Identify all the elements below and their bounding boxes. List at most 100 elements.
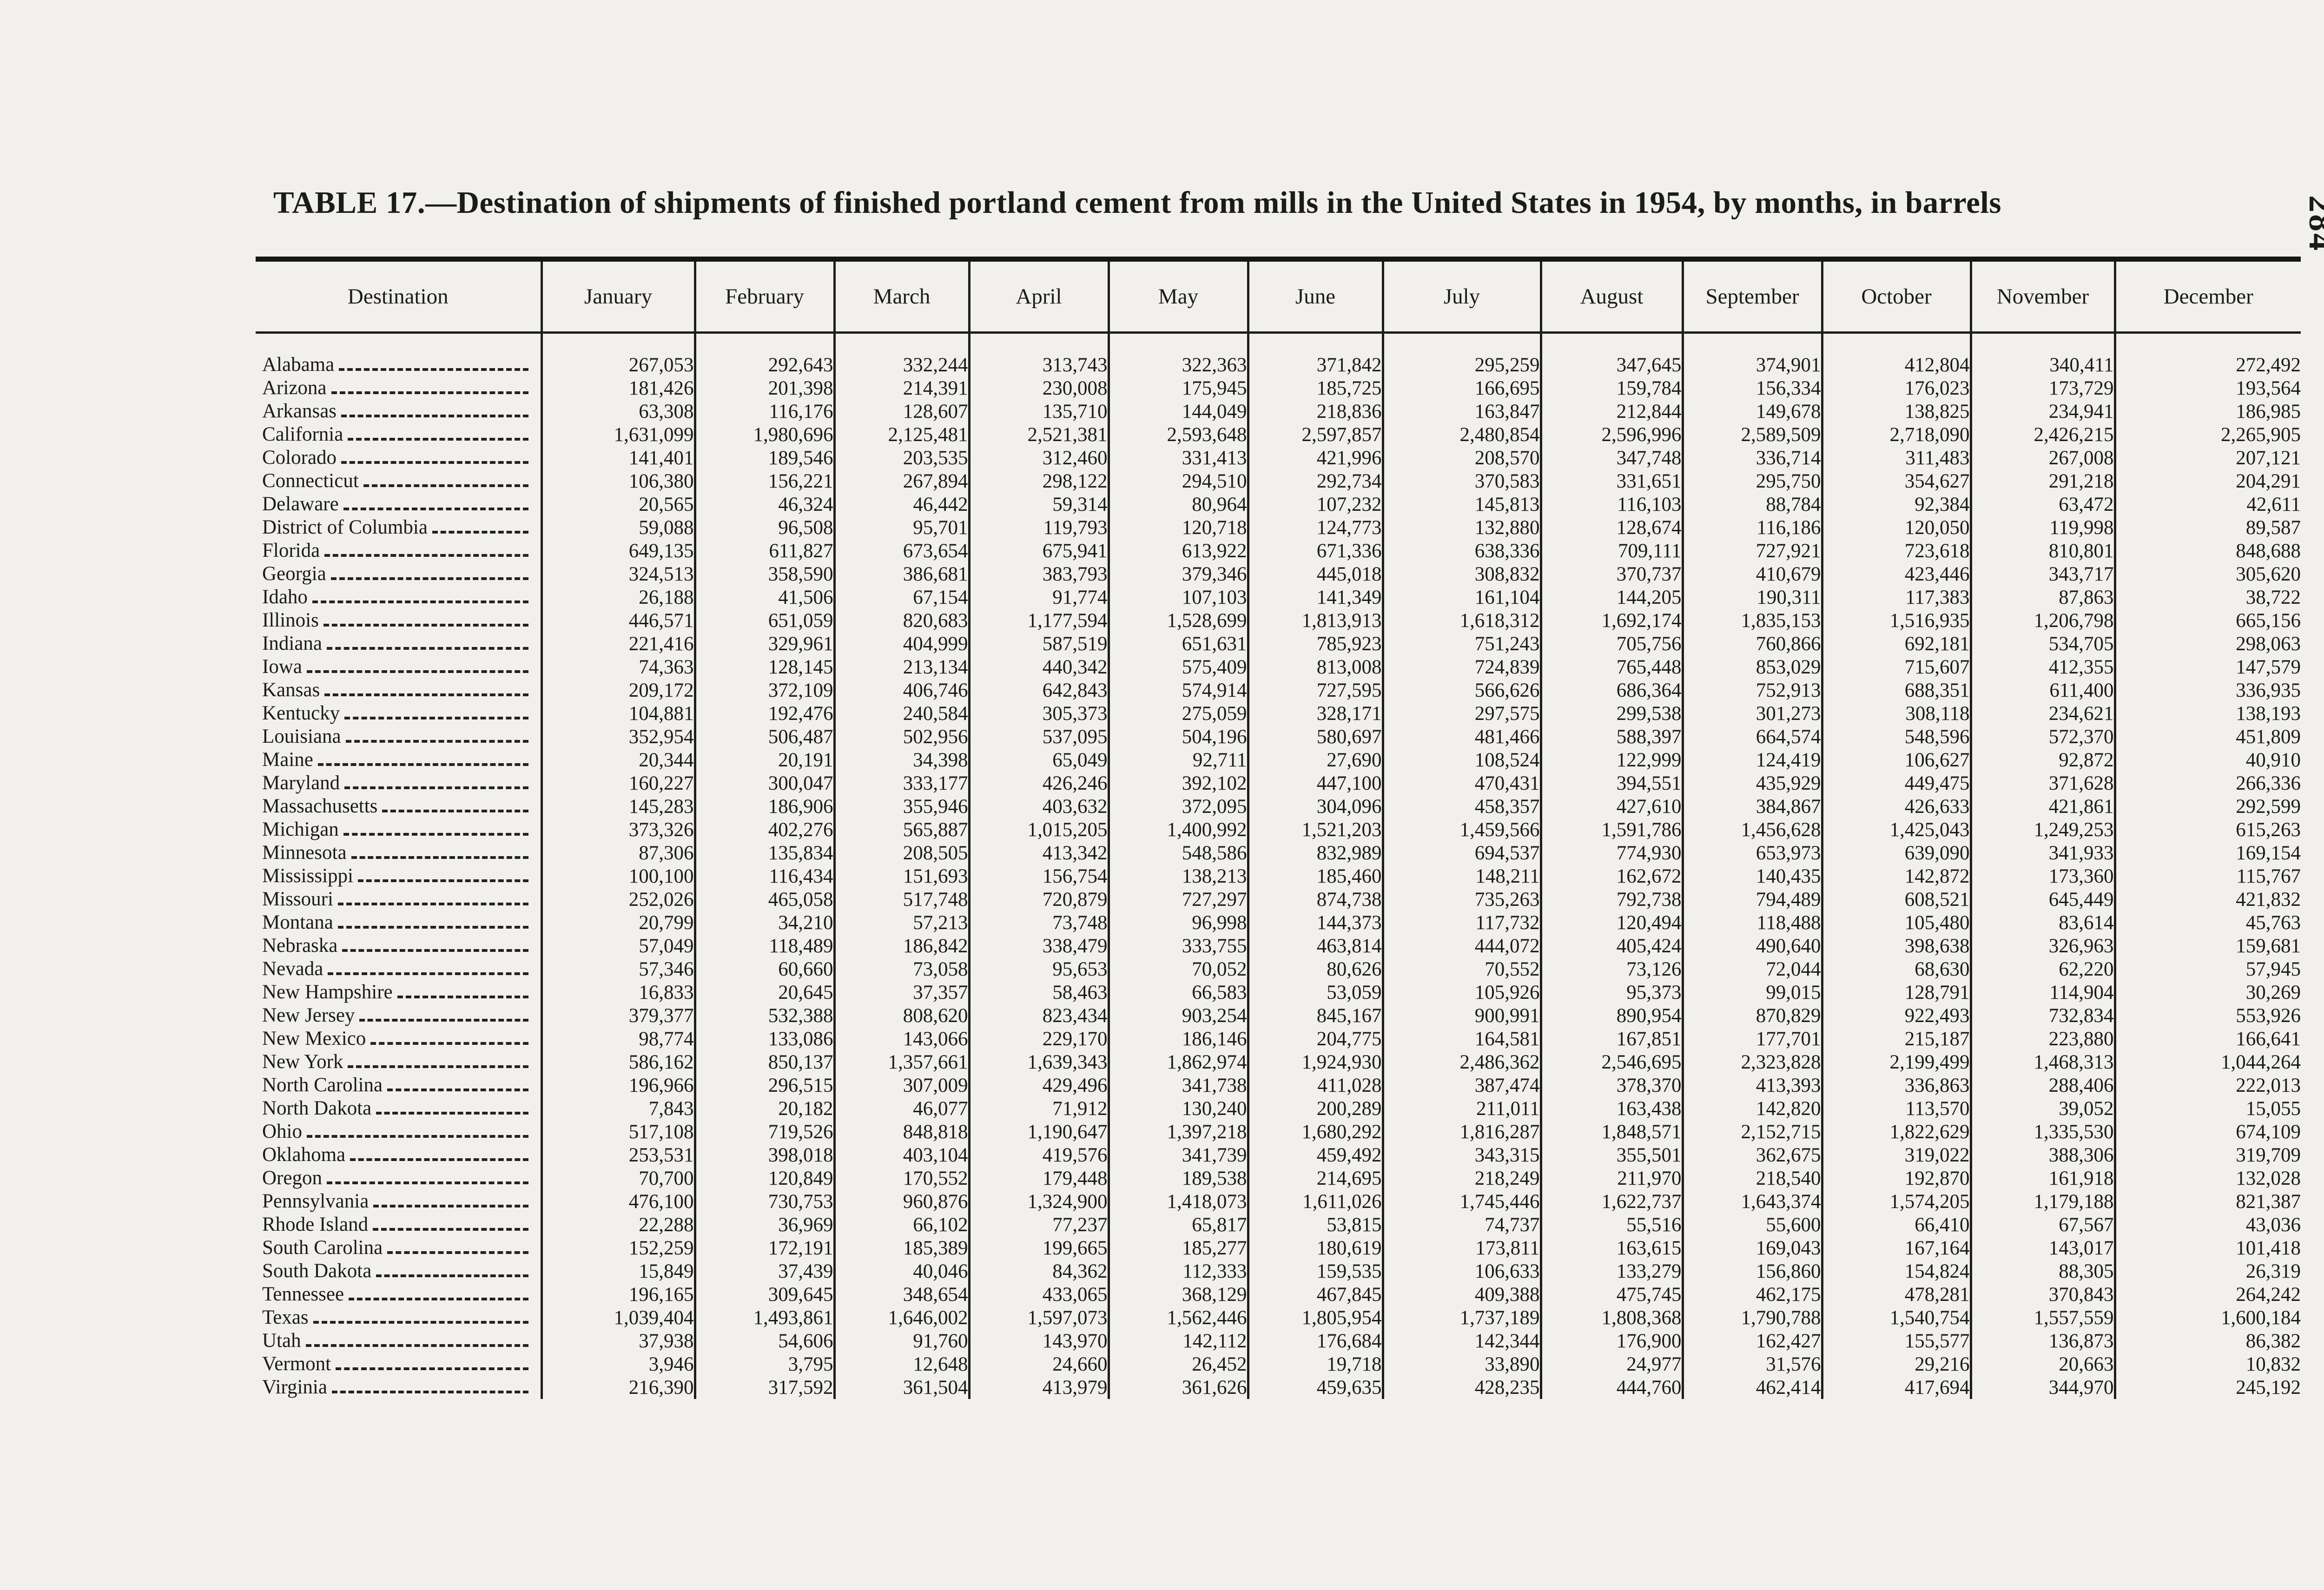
dotted-leader (370, 1042, 528, 1045)
state-name: Ohio (262, 1121, 302, 1142)
value-cell: 189,538 (1109, 1167, 1249, 1190)
value-cell: 354,627 (1822, 469, 1972, 493)
destination-cell: New Jersey (256, 1004, 543, 1027)
value-cell: 774,930 (1541, 841, 1684, 864)
value-cell: 575,409 (1109, 655, 1249, 679)
value-cell: 709,111 (1541, 539, 1684, 562)
value-cell: 502,956 (834, 725, 971, 748)
value-cell: 167,164 (1822, 1236, 1972, 1260)
dotted-leader (350, 1158, 528, 1161)
value-cell: 122,999 (1541, 748, 1684, 772)
page-number: 284 (2302, 195, 2324, 252)
value-cell: 199,665 (969, 1236, 1110, 1260)
value-cell: 151,693 (834, 864, 971, 888)
value-cell: 409,388 (1383, 1283, 1542, 1306)
destination-cell: Colorado (256, 446, 543, 469)
value-cell: 297,575 (1383, 702, 1542, 725)
value-cell: 960,876 (834, 1190, 971, 1213)
value-cell: 213,134 (834, 655, 971, 679)
state-name: New Jersey (262, 1004, 355, 1026)
value-cell: 475,745 (1541, 1283, 1684, 1306)
value-cell: 135,710 (969, 400, 1110, 423)
value-cell: 36,969 (695, 1213, 836, 1236)
value-cell: 196,165 (541, 1283, 696, 1306)
value-cell: 152,259 (541, 1236, 696, 1260)
value-cell: 355,501 (1541, 1143, 1684, 1167)
value-cell: 204,291 (2236, 470, 2301, 492)
dotted-leader (330, 577, 528, 580)
value-cell: 1,044,264 (2221, 1051, 2301, 1073)
destination-cell: Alabama (256, 332, 543, 376)
value-cell: 343,717 (1971, 562, 2116, 586)
value-cell: 336,714 (1683, 446, 1823, 469)
value-cell: 106,633 (1383, 1260, 1542, 1283)
state-name: Arkansas (262, 400, 337, 422)
value-cell: 70,052 (1109, 957, 1249, 981)
value-cell: 143,066 (834, 1027, 971, 1050)
destination-cell: Oklahoma (256, 1143, 543, 1167)
value-cell: 54,606 (695, 1329, 836, 1352)
destination-cell: Vermont (256, 1352, 543, 1376)
value-cell: 2,152,715 (1683, 1120, 1823, 1143)
value-cell: 115,767 (2236, 865, 2301, 887)
value-cell: 426,633 (1822, 795, 1972, 818)
value-cell: 116,186 (1683, 516, 1823, 539)
table-header-row: Destination January February March April May J… (256, 259, 2301, 334)
value-cell: 41,506 (695, 586, 836, 609)
state-name: South Carolina (262, 1237, 383, 1259)
destination-cell: Maine (256, 748, 543, 772)
value-cell: 429,496 (969, 1074, 1110, 1097)
table-row: Idaho 26,188 41,506 67,154 91,774 107,103 141,… (256, 586, 2301, 609)
value-cell: 212,844 (1541, 400, 1684, 423)
value-cell: 166,641 (2236, 1028, 2301, 1050)
value-cell: 20,344 (541, 748, 696, 772)
value-cell: 143,017 (1971, 1236, 2116, 1260)
value-cell: 336,863 (1822, 1074, 1972, 1097)
dotted-leader (344, 786, 528, 789)
value-cell: 1,692,174 (1541, 609, 1684, 632)
value-cell: 45,763 (2245, 912, 2301, 934)
value-cell: 136,873 (1971, 1329, 2116, 1352)
table-row: Georgia 324,513 358,590 386,681 383,793 379,3… (256, 562, 2301, 586)
value-cell: 553,926 (2236, 1005, 2301, 1027)
value-cell: 1,425,043 (1822, 818, 1972, 841)
dotted-leader (376, 1112, 528, 1115)
value-cell: 155,577 (1822, 1329, 1972, 1352)
value-cell: 1,591,786 (1541, 818, 1684, 841)
value-cell: 88,784 (1683, 493, 1823, 516)
value-cell: 586,162 (541, 1050, 696, 1074)
value-cell: 30,269 (2245, 982, 2301, 1003)
value-cell: 298,063 (2236, 633, 2301, 655)
table-row: New Jersey 379,377 532,388 808,620 823,434 90… (256, 1004, 2301, 1027)
value-cell: 615,263 (2236, 819, 2301, 841)
value-cell: 732,834 (1971, 1004, 2116, 1027)
dotted-leader (351, 856, 528, 859)
value-cell: 611,827 (695, 539, 836, 562)
destination-cell: Rhode Island (256, 1213, 543, 1236)
table-row: Nebraska 57,049 118,489 186,842 338,479 333,7… (256, 934, 2301, 957)
value-cell: 517,748 (834, 888, 971, 911)
value-cell: 752,913 (1683, 679, 1823, 702)
value-cell: 252,026 (541, 888, 696, 911)
value-cell: 370,583 (1383, 469, 1542, 493)
value-cell: 445,018 (1248, 562, 1384, 586)
column-header: Destination (256, 259, 543, 334)
page-title: TABLE 17.—Destination of shipments of fi… (273, 185, 2001, 220)
value-cell: 651,631 (1109, 632, 1249, 655)
value-cell: 209,172 (541, 679, 696, 702)
value-cell: 200,289 (1248, 1097, 1384, 1120)
value-cell: 465,058 (695, 888, 836, 911)
value-cell: 173,360 (1971, 864, 2116, 888)
value-cell: 362,675 (1683, 1143, 1823, 1167)
table-row: Nevada 57,346 60,660 73,058 95,653 70,052 80,6… (256, 957, 2301, 981)
value-cell: 1,600,184 (2221, 1307, 2301, 1329)
table-row: New Mexico 98,774 133,086 143,066 229,170 186… (256, 1027, 2301, 1050)
value-cell: 1,557,559 (1971, 1306, 2116, 1329)
value-cell: 39,052 (1971, 1097, 2116, 1120)
value-cell: 1,206,798 (1971, 609, 2116, 632)
destination-cell: Iowa (256, 655, 543, 679)
value-cell: 870,829 (1683, 1004, 1823, 1027)
value-cell: 398,018 (695, 1143, 836, 1167)
value-cell: 73,126 (1541, 957, 1684, 981)
value-cell: 394,551 (1541, 772, 1684, 795)
